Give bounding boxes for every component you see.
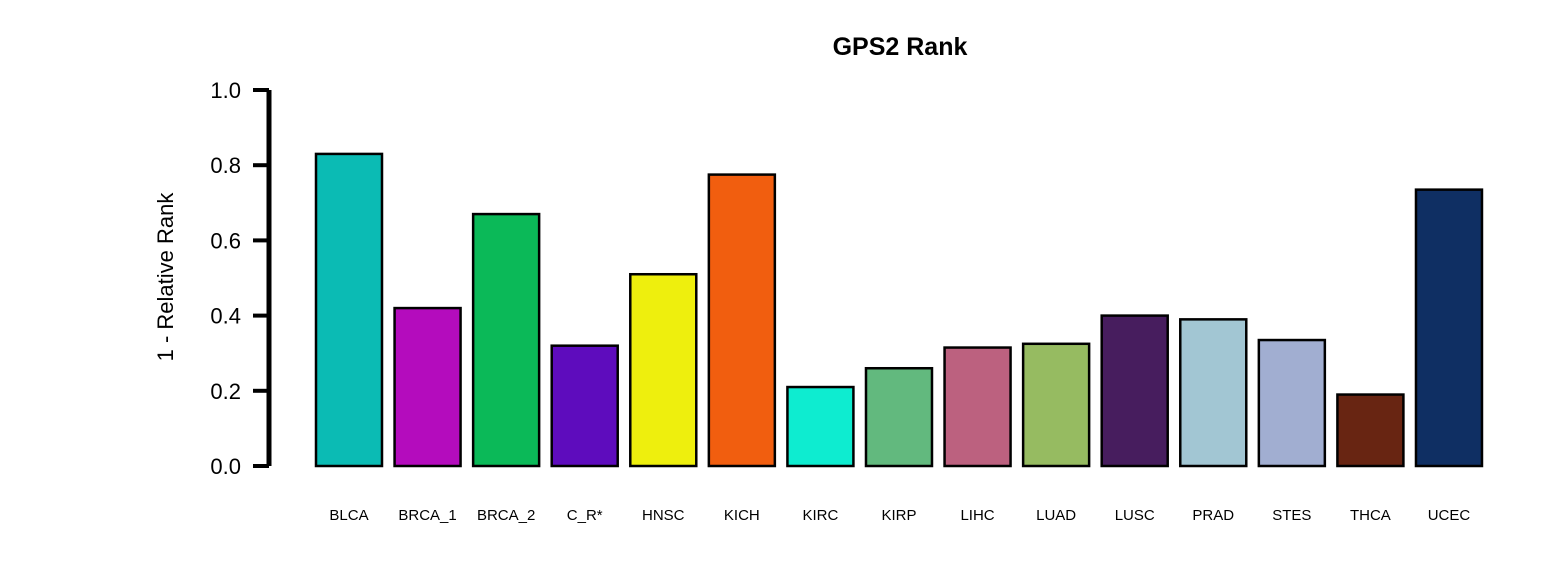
x-tick-label: KIRC — [802, 507, 838, 524]
bar-blca — [314, 152, 384, 468]
bar-kirp — [864, 366, 934, 468]
bars — [314, 152, 1484, 468]
x-tick-label: THCA — [1350, 507, 1391, 524]
bar-prad — [1179, 318, 1248, 468]
x-tick-label: KICH — [724, 507, 760, 524]
x-tick-labels: BLCA BRCA_1 BRCA_2 C_R* HNSC KICH KIRC KIRP LIHC… — [329, 507, 1470, 524]
x-tick-label: STES — [1272, 507, 1311, 524]
bar-hnsc — [629, 272, 698, 468]
y-tick-label: 0.0 — [210, 454, 241, 479]
bar-kirc — [786, 385, 855, 468]
x-tick-label: BRCA_2 — [477, 507, 535, 524]
x-tick-label: HNSC — [642, 507, 685, 524]
bar-lusc — [1100, 314, 1169, 468]
x-tick-label: KIRP — [881, 507, 916, 524]
x-tick-label: C_R* — [567, 507, 603, 524]
bar-lihc — [943, 346, 1012, 468]
y-tick-label: 0.2 — [210, 379, 241, 404]
x-tick-label: LIHC — [960, 507, 994, 524]
x-tick-label: LUSC — [1115, 507, 1155, 524]
y-tick-label: 0.6 — [210, 228, 241, 253]
bar-luad — [1021, 342, 1091, 468]
bar-stes — [1257, 338, 1327, 468]
bar-thca — [1336, 393, 1405, 468]
y-axis-label: 1 - Relative Rank — [153, 192, 178, 362]
x-tick-label: LUAD — [1036, 507, 1076, 524]
bar-ucec — [1414, 188, 1484, 468]
y-tick-label: 0.4 — [210, 304, 241, 329]
y-tick-label: 1.0 — [210, 78, 241, 103]
bar-kich — [707, 173, 777, 468]
x-tick-label: PRAD — [1192, 507, 1234, 524]
bar-brca-1 — [393, 306, 462, 468]
bar-c-r — [550, 344, 619, 468]
x-tick-label: UCEC — [1428, 507, 1471, 524]
chart-title: GPS2 Rank — [833, 33, 968, 61]
y-axis: 0.0 0.2 0.4 0.6 0.8 1.0 — [210, 78, 272, 479]
x-tick-label: BLCA — [329, 507, 368, 524]
x-tick-label: BRCA_1 — [398, 507, 456, 524]
y-tick-label: 0.8 — [210, 153, 241, 178]
bar-brca-2 — [471, 212, 541, 468]
